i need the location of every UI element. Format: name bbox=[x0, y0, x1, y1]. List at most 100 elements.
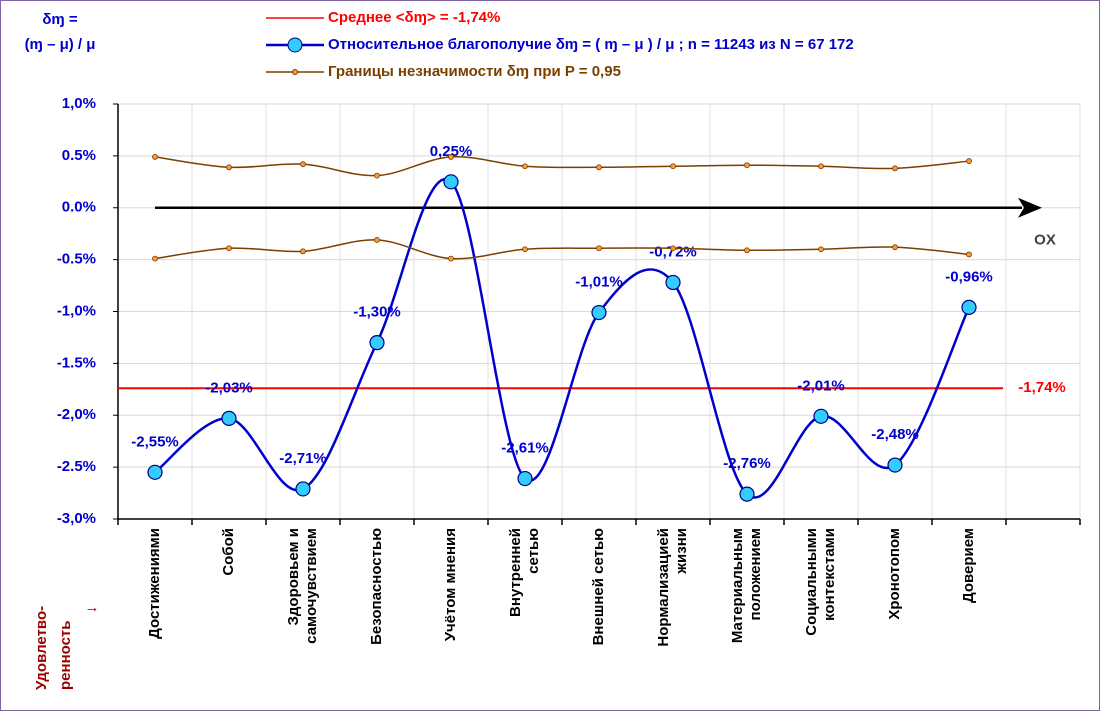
bound-point bbox=[744, 247, 750, 254]
bound-point bbox=[670, 245, 676, 252]
value-label: -2,01% bbox=[797, 377, 845, 394]
bound-point bbox=[152, 154, 158, 160]
point bbox=[147, 464, 163, 480]
bound-point bbox=[300, 248, 306, 255]
x-tick-label: Доверием bbox=[960, 528, 977, 603]
bound-point bbox=[596, 245, 602, 252]
x-tick-label-line: Материальным bbox=[729, 528, 746, 643]
bound-line bbox=[154, 239, 970, 260]
y-tick-label: 1,0% bbox=[62, 95, 96, 112]
point bbox=[591, 304, 607, 321]
point bbox=[517, 470, 533, 487]
bound-point bbox=[522, 246, 528, 253]
x-axis-label: ренность bbox=[57, 621, 74, 691]
legend-label: Среднее <δɱ> = -1,74% bbox=[328, 9, 500, 26]
x-tick-label-line: Собой bbox=[220, 528, 237, 576]
value-label: -2,61% bbox=[501, 440, 549, 457]
bound-point bbox=[818, 163, 824, 170]
x-tick-label: Хронотопом bbox=[886, 528, 903, 620]
x-tick-label-line: Безопасностью bbox=[368, 528, 385, 645]
value-label: -2,48% bbox=[871, 426, 919, 443]
y-tick-label: -0.5% bbox=[57, 251, 96, 268]
bound-point bbox=[522, 163, 528, 170]
point bbox=[961, 299, 977, 315]
y-tick-label: 0.5% bbox=[62, 147, 96, 164]
y-tick-label: -3,0% bbox=[57, 510, 96, 527]
point bbox=[369, 335, 385, 351]
x-tick-label-line: Внутренней bbox=[507, 528, 524, 617]
bound-point bbox=[966, 158, 972, 164]
bound-point bbox=[448, 154, 454, 160]
x-tick-label-line: Доверием bbox=[960, 528, 977, 603]
y-axis-label: (ɱ – μ) / μ bbox=[25, 36, 96, 53]
x-tick-label: Безопасностью bbox=[368, 528, 385, 645]
value-label: -2,76% bbox=[723, 455, 771, 472]
y-tick-label: -1,0% bbox=[57, 302, 96, 319]
point bbox=[887, 457, 903, 473]
bound-point bbox=[374, 237, 380, 243]
x-axis-arrow: → bbox=[85, 599, 100, 616]
x-tick-label: Нормализациейжизни bbox=[655, 528, 690, 647]
x-tick-label-line: сетью bbox=[525, 528, 542, 574]
mean-label: -1,74% bbox=[1018, 379, 1066, 396]
y-tick-label: -1.5% bbox=[57, 354, 96, 371]
bound-point bbox=[818, 246, 824, 253]
bound-point bbox=[226, 245, 232, 252]
x-tick-label-line: Внешней сетью bbox=[590, 528, 607, 646]
point bbox=[443, 174, 459, 190]
x-tick-label: Здоровьем исамочувствием bbox=[285, 528, 320, 644]
value-label: -2,71% bbox=[279, 450, 327, 467]
legend-label: Относительное благополучие δɱ = ( ɱ – μ … bbox=[328, 36, 854, 53]
x-tick-label-line: самочувствием bbox=[303, 528, 320, 644]
value-label: -2,55% bbox=[131, 433, 179, 450]
bound-line bbox=[154, 156, 970, 177]
value-label: -0,96% bbox=[945, 268, 993, 285]
x-tick-label-line: контекстами bbox=[821, 528, 838, 621]
legend-marker bbox=[287, 37, 303, 53]
bound-point bbox=[152, 255, 158, 262]
point bbox=[813, 408, 829, 424]
legend-marker bbox=[292, 69, 298, 75]
bound-point bbox=[892, 244, 898, 251]
x-tick-label: Материальнымположением bbox=[729, 528, 764, 643]
x-tick-label: Собой bbox=[220, 528, 237, 576]
bound-point bbox=[744, 162, 750, 169]
x-tick-label: Социальнымиконтекстами bbox=[803, 528, 838, 636]
bound-point bbox=[596, 164, 602, 171]
x-tick-label-line: Достижениями bbox=[146, 528, 163, 639]
x-tick-label-line: Здоровьем и bbox=[285, 528, 302, 625]
x-tick-label: Достижениями bbox=[146, 528, 163, 639]
bound-point bbox=[226, 164, 232, 171]
x-tick-label-line: Нормализацией bbox=[655, 528, 672, 647]
axis-label: OX bbox=[1034, 232, 1056, 249]
bound-point bbox=[448, 255, 454, 262]
x-tick-label-line: Хронотопом bbox=[886, 528, 903, 620]
bound-point bbox=[300, 161, 306, 168]
y-tick-label: 0.0% bbox=[62, 199, 96, 216]
ox-arrow bbox=[1018, 197, 1042, 218]
x-tick-label: Внешней сетью bbox=[590, 528, 607, 646]
y-tick-label: -2.5% bbox=[57, 458, 96, 475]
y-tick-label: -2,0% bbox=[57, 406, 96, 423]
point bbox=[665, 274, 681, 291]
x-axis-label: Удовлетво- bbox=[33, 606, 50, 690]
legend-label: Границы незначимости δɱ при P = 0,95 bbox=[328, 63, 621, 80]
value-label: -1,01% bbox=[575, 274, 623, 291]
x-tick-label-line: положением bbox=[747, 528, 764, 620]
point bbox=[739, 486, 755, 502]
value-label: 0,25% bbox=[430, 143, 473, 160]
bound-point bbox=[966, 251, 972, 258]
x-tick-label-line: Социальными bbox=[803, 528, 820, 636]
x-tick-label-line: Учётом мнения bbox=[442, 528, 459, 641]
x-tick-label: Внутреннейсетью bbox=[507, 528, 542, 617]
bound-point bbox=[670, 163, 676, 170]
x-tick-label-line: жизни bbox=[673, 528, 690, 575]
value-label: -2,03% bbox=[205, 379, 253, 396]
value-label: -1,30% bbox=[353, 304, 401, 321]
bound-point bbox=[892, 165, 898, 172]
x-tick-label: Учётом мнения bbox=[442, 528, 459, 641]
bound-point bbox=[374, 172, 380, 179]
y-axis-label: δɱ = bbox=[42, 11, 78, 28]
point bbox=[221, 410, 237, 426]
